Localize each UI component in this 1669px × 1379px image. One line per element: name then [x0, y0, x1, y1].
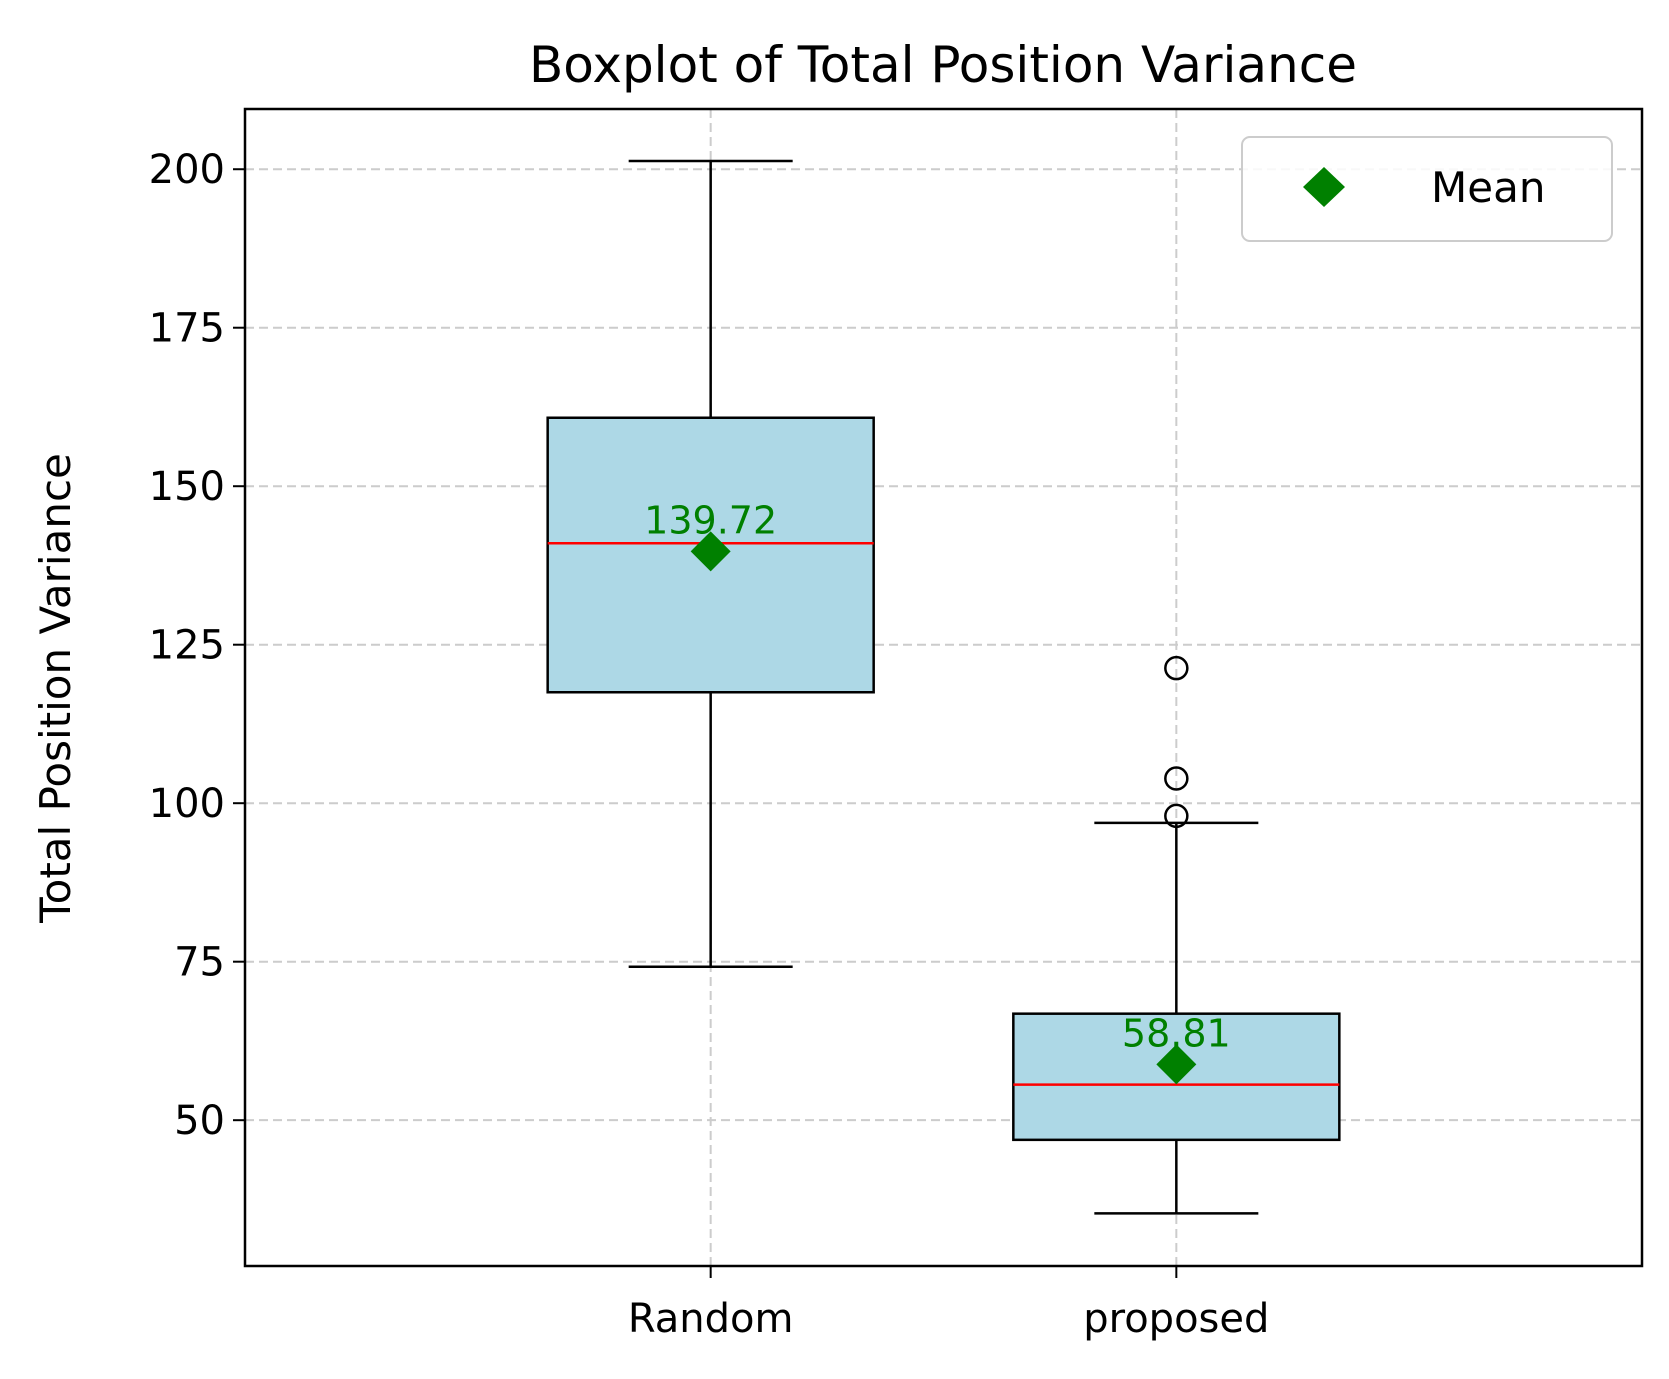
outlier-point	[1164, 655, 1189, 681]
box-random: 139.72	[546, 159, 875, 969]
box-proposed: 58.81	[1012, 655, 1341, 1215]
y-tick-label: 100	[149, 781, 225, 827]
mean-marker	[1156, 1044, 1197, 1085]
y-tick-label: 175	[149, 306, 225, 352]
legend-mean-marker	[1303, 167, 1345, 207]
y-tick-label: 50	[174, 1098, 225, 1144]
iqr-box	[1012, 1012, 1341, 1142]
legend-box	[1241, 136, 1613, 242]
chart-title: Boxplot of Total Position Variance	[529, 36, 1357, 94]
legend: Mean	[1241, 136, 1613, 242]
legend-label-mean: Mean	[1431, 163, 1545, 212]
y-tick-label: 150	[149, 464, 225, 510]
x-tick-label: Random	[628, 1296, 794, 1342]
mean-label: 58.81	[1122, 1011, 1231, 1055]
plot-area: 139.72 58.81	[546, 159, 1341, 1215]
axes-frame	[243, 107, 1644, 1268]
outlier-point	[1164, 803, 1189, 829]
y-tick-label: 75	[174, 940, 225, 986]
y-tick-label: 125	[149, 623, 225, 669]
y-axis-label: Total Position Variance	[31, 453, 80, 924]
x-tick-label: proposed	[1083, 1296, 1269, 1342]
mean-marker	[690, 531, 731, 572]
mean-label: 139.72	[644, 498, 777, 542]
axis-ticks: 50 75 100 125 150 175 200 Random proposed	[149, 147, 1270, 1342]
outlier-point	[1164, 766, 1189, 791]
y-tick-label: 200	[149, 147, 225, 193]
